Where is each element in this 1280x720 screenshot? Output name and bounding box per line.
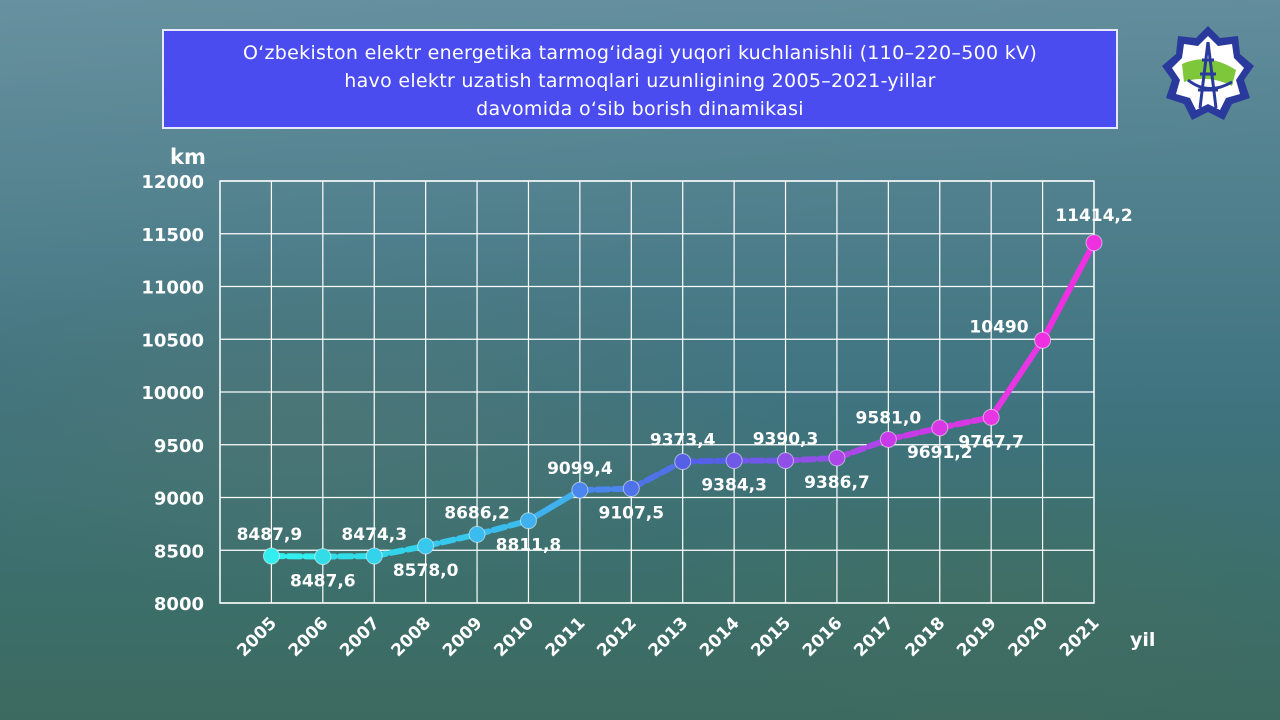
data-point bbox=[879, 430, 897, 448]
x-tick-label: 2014 bbox=[696, 613, 744, 661]
data-label: 8487,6 bbox=[290, 572, 356, 592]
y-tick-label: 10500 bbox=[141, 330, 204, 351]
title-line-3: davomida o‘sib borish dinamikasi bbox=[476, 98, 804, 120]
x-tick-label: 2010 bbox=[490, 613, 538, 661]
data-point bbox=[519, 512, 537, 530]
y-axis-label: km bbox=[170, 145, 206, 169]
x-tick-label: 2021 bbox=[1056, 613, 1104, 661]
x-tick-label: 2012 bbox=[593, 613, 641, 661]
data-point bbox=[314, 548, 332, 566]
data-label: 8686,2 bbox=[444, 503, 510, 523]
x-tick-label: 2020 bbox=[1005, 613, 1053, 661]
x-tick-label: 2013 bbox=[645, 613, 693, 661]
data-label: 11414,2 bbox=[1055, 206, 1132, 226]
data-point bbox=[777, 452, 795, 470]
x-tick-label: 2016 bbox=[799, 613, 847, 661]
data-point bbox=[571, 481, 589, 499]
data-label: 9390,3 bbox=[753, 430, 819, 450]
data-point bbox=[365, 547, 383, 565]
x-tick-label: 2005 bbox=[233, 613, 281, 661]
series-segment bbox=[833, 436, 892, 461]
x-tick-label: 2009 bbox=[439, 613, 487, 661]
series-segment bbox=[422, 531, 481, 550]
x-tick-label: 2007 bbox=[336, 613, 384, 661]
x-tick-label: 2019 bbox=[953, 613, 1001, 661]
title-line-1: O‘zbekiston elektr energetika tarmog‘ida… bbox=[242, 42, 1038, 64]
data-label: 9384,3 bbox=[701, 476, 767, 496]
data-label: 9373,4 bbox=[650, 431, 716, 451]
series-segment bbox=[988, 337, 1046, 421]
data-labels: 8487,9 8487,6 8474,3 8578,0 8686,2 8811,8 9099… bbox=[237, 206, 1133, 592]
data-label: 8474,3 bbox=[341, 525, 407, 545]
series-segment bbox=[1039, 239, 1097, 344]
y-tick-label: 11000 bbox=[141, 278, 204, 299]
series-segment bbox=[576, 485, 635, 494]
y-tick-label: 9500 bbox=[154, 436, 204, 457]
data-label: 8578,0 bbox=[393, 561, 459, 581]
data-label: 8487,9 bbox=[237, 525, 303, 545]
series-points bbox=[262, 234, 1103, 566]
data-point bbox=[982, 408, 1000, 426]
y-tick-label: 8500 bbox=[154, 541, 204, 562]
x-axis-ticks: 2005 2006 2007 2008 2009 2010 2011 2012 2013 2014… bbox=[233, 613, 1103, 661]
y-axis-ticks: 8000 8500 9000 9500 10000 10500 11000 11500 1200… bbox=[141, 172, 204, 615]
y-tick-label: 12000 bbox=[141, 172, 204, 193]
data-point bbox=[931, 419, 949, 437]
data-label: 10490 bbox=[969, 317, 1028, 337]
data-label: 8811,8 bbox=[496, 536, 562, 556]
data-label: 9107,5 bbox=[598, 504, 664, 524]
data-label: 9099,4 bbox=[547, 459, 613, 479]
series-segment bbox=[474, 517, 532, 538]
y-tick-label: 8000 bbox=[154, 594, 204, 615]
data-point bbox=[417, 537, 435, 555]
data-point bbox=[1034, 331, 1052, 349]
series-line bbox=[268, 239, 1097, 560]
series-segment bbox=[525, 487, 583, 524]
data-point bbox=[622, 480, 640, 498]
title-line-2: havo elektr uzatish tarmoqlari uzunligin… bbox=[344, 70, 936, 92]
data-point bbox=[1085, 234, 1103, 252]
y-tick-label: 9000 bbox=[154, 489, 204, 510]
series-segment bbox=[628, 458, 686, 492]
data-point bbox=[262, 547, 280, 565]
data-point bbox=[828, 449, 846, 467]
x-tick-label: 2015 bbox=[747, 613, 795, 661]
series-segment bbox=[936, 414, 995, 431]
x-axis-label: yil bbox=[1130, 629, 1155, 651]
y-tick-label: 11500 bbox=[141, 225, 204, 246]
series-segment bbox=[268, 553, 326, 560]
chart-title: O‘zbekiston elektr energetika tarmog‘ida… bbox=[162, 29, 1118, 129]
series-segment bbox=[782, 454, 840, 464]
data-point bbox=[674, 453, 692, 471]
x-tick-label: 2018 bbox=[902, 613, 950, 661]
x-tick-label: 2008 bbox=[388, 613, 436, 661]
data-label: 9386,7 bbox=[804, 473, 870, 493]
y-tick-label: 10000 bbox=[141, 383, 204, 404]
data-point bbox=[725, 452, 743, 470]
series-segment bbox=[885, 424, 943, 443]
series-segment bbox=[371, 543, 429, 560]
x-tick-label: 2006 bbox=[285, 613, 333, 661]
series-segment bbox=[319, 553, 378, 560]
data-point bbox=[468, 525, 486, 543]
power-tower-emblem-icon bbox=[1162, 26, 1254, 120]
series-segment bbox=[679, 457, 738, 465]
data-label: 9767,7 bbox=[958, 432, 1024, 452]
chart-grid bbox=[219, 180, 1095, 604]
data-label: 9581,0 bbox=[856, 408, 922, 428]
x-tick-label: 2011 bbox=[542, 613, 590, 661]
data-label: 9691,2 bbox=[907, 443, 973, 463]
x-tick-label: 2017 bbox=[850, 613, 898, 661]
